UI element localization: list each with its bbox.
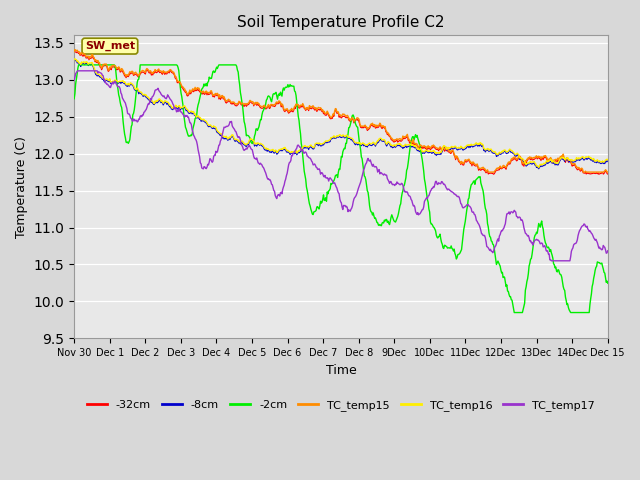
Title: Soil Temperature Profile C2: Soil Temperature Profile C2 [237, 15, 445, 30]
Y-axis label: Temperature (C): Temperature (C) [15, 136, 28, 238]
Legend: -32cm, -8cm, -2cm, TC_temp15, TC_temp16, TC_temp17: -32cm, -8cm, -2cm, TC_temp15, TC_temp16,… [83, 396, 600, 415]
X-axis label: Time: Time [326, 364, 356, 377]
Text: SW_met: SW_met [85, 41, 135, 51]
